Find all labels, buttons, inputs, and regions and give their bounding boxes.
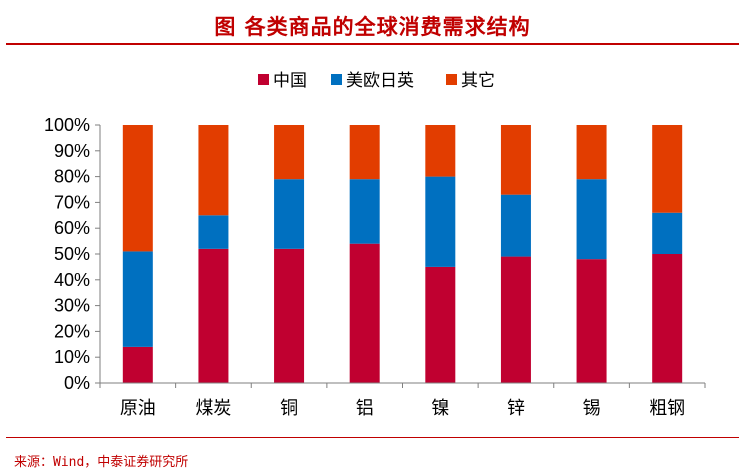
chart-title: 图 各类商品的全球消费需求结构 (214, 14, 531, 39)
x-tick-label: 原油 (120, 398, 156, 418)
source-note: 来源：Wind，中泰证券研究所 (14, 455, 189, 470)
bar-segment (274, 179, 305, 249)
y-tick-label: 10% (54, 347, 90, 367)
bar-segment (274, 125, 305, 180)
bar-segment (122, 346, 153, 383)
y-tick-label: 0% (64, 373, 90, 393)
legend-label: 其它 (461, 71, 495, 91)
bar-segment (425, 176, 456, 267)
bar-segment (122, 125, 153, 252)
y-tick-label: 100% (44, 115, 90, 135)
legend: 中国 美欧日英 其它 (258, 71, 495, 91)
bar-segment (652, 254, 683, 383)
title-divider (6, 43, 739, 45)
bar-segment (349, 125, 380, 180)
title-bar: 图 各类商品的全球消费需求结构 (0, 0, 745, 46)
y-tick-label: 20% (54, 321, 90, 341)
y-tick-label: 30% (54, 296, 90, 316)
x-tick-label: 锌 (507, 398, 525, 418)
stacked-bar-chart: 中国 美欧日英 其它 0% 10% 20% 30% 40% 50% 60% 70% 80% 90% 10… (44, 71, 706, 418)
x-tick-label: 煤炭 (195, 398, 231, 418)
bar-segment (652, 212, 683, 254)
bar-segment (274, 248, 305, 383)
y-tick-label: 70% (54, 192, 90, 212)
bar-segment (122, 251, 153, 347)
y-tick-label: 80% (54, 167, 90, 187)
y-tick-label: 60% (54, 218, 90, 238)
bar-segment (198, 248, 229, 383)
bar-segment (576, 125, 607, 180)
source-bar: 来源：Wind，中泰证券研究所 (0, 437, 745, 476)
y-tick-label: 50% (54, 244, 90, 264)
bar-segment (349, 179, 380, 244)
y-axis: 0% 10% 20% 30% 40% 50% 60% 70% 80% 90% 100% (44, 115, 101, 393)
bar-segment (198, 215, 229, 249)
x-tick-label: 粗钢 (649, 398, 685, 418)
y-tick-label: 40% (54, 270, 90, 290)
legend-swatch (258, 74, 269, 85)
bar-segment (500, 256, 531, 383)
bar-segment (500, 125, 531, 195)
legend-label: 中国 (273, 71, 307, 91)
bar-segment (425, 266, 456, 383)
bar-segment (652, 125, 683, 213)
bar-segment (576, 259, 607, 383)
legend-label: 美欧日英 (346, 71, 414, 91)
source-divider (6, 437, 739, 438)
bar-segment (349, 243, 380, 383)
legend-swatch (331, 74, 342, 85)
x-tick-label: 铜 (280, 398, 298, 418)
x-tick-label: 镍 (431, 398, 449, 418)
bar-segment (576, 179, 607, 260)
bar-segment (198, 125, 229, 216)
y-tick-label: 90% (54, 141, 90, 161)
bar-segment (500, 194, 531, 257)
x-tick-label: 铝 (356, 398, 374, 418)
bar-segment (425, 125, 456, 177)
x-tick-label: 锡 (583, 398, 601, 418)
legend-swatch (446, 74, 457, 85)
bars (122, 125, 683, 383)
x-axis: 原油 煤炭 铜 铝 镍 锌 锡 粗钢 (99, 382, 706, 418)
